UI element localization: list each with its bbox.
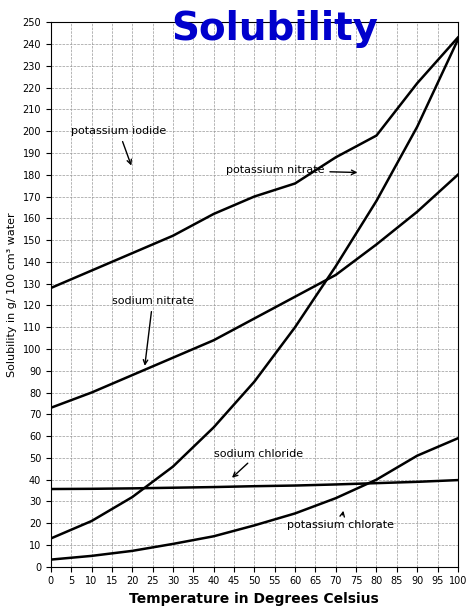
- Text: sodium nitrate: sodium nitrate: [112, 296, 193, 364]
- Text: potassium nitrate: potassium nitrate: [226, 166, 356, 175]
- Text: potassium iodide: potassium iodide: [71, 126, 166, 164]
- X-axis label: Temperature in Degrees Celsius: Temperature in Degrees Celsius: [129, 592, 379, 606]
- Text: sodium chloride: sodium chloride: [214, 449, 303, 477]
- Y-axis label: Solubility in g/ 100 cm³ water: Solubility in g/ 100 cm³ water: [7, 212, 17, 377]
- Text: Solubility: Solubility: [171, 10, 378, 48]
- Text: potassium chlorate: potassium chlorate: [287, 512, 394, 530]
